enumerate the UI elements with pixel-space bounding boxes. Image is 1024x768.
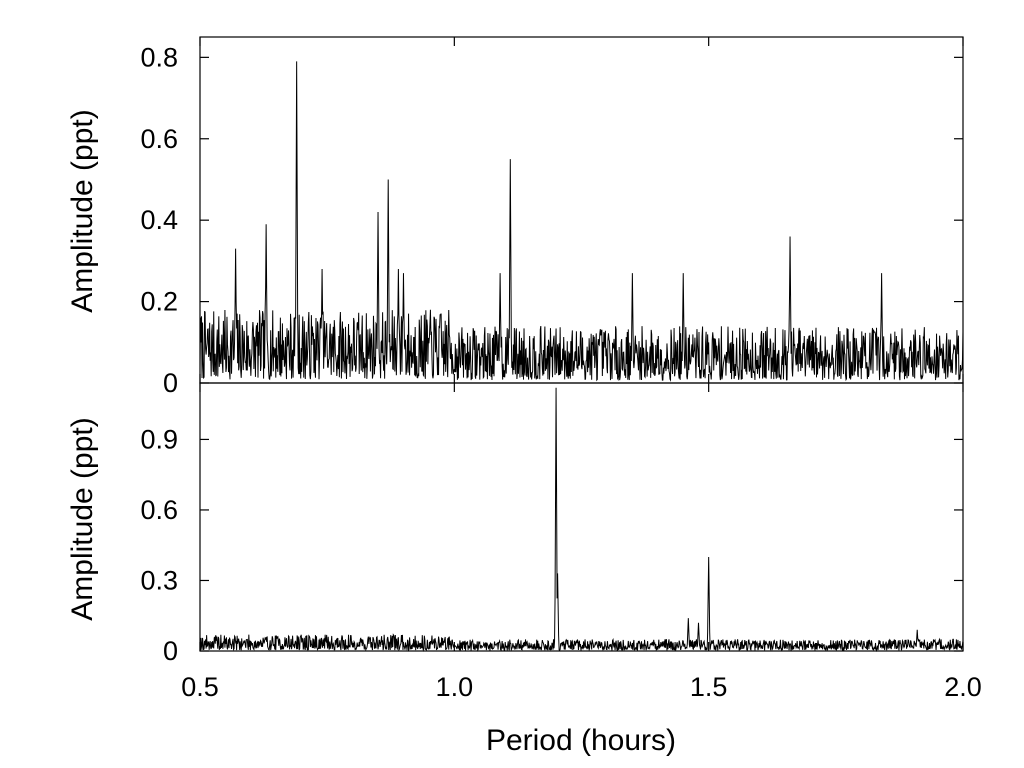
bottom-spectrum-line <box>199 387 964 653</box>
x-tick-label: 1.5 <box>690 672 728 702</box>
top-y-tick-label: 0.6 <box>140 124 178 154</box>
x-tick-label: 0.5 <box>181 672 219 702</box>
bottom-y-tick-label: 0.9 <box>140 424 178 454</box>
top-y-tick-label: 0 <box>163 368 178 398</box>
top-y-tick-label: 0.8 <box>140 42 178 72</box>
top-spectrum-line <box>199 61 964 382</box>
bottom-ticks: 0 0.3 0.6 0.9 0.5 1.0 1.5 2.0 <box>140 383 982 702</box>
bottom-plot-frame <box>199 382 964 652</box>
top-y-tick-label: 0.4 <box>140 205 178 235</box>
top-panel: 0 0.2 0.4 0.6 0.8 Amplitude (ppt) <box>66 36 964 398</box>
x-axis-label: Period (hours) <box>486 724 676 757</box>
bottom-y-tick-label: 0.3 <box>140 565 178 595</box>
x-tick-label: 2.0 <box>944 672 982 702</box>
top-y-axis-label: Amplitude (ppt) <box>66 109 99 312</box>
bottom-y-tick-label: 0.6 <box>140 495 178 525</box>
bottom-y-axis-label: Amplitude (ppt) <box>66 417 99 620</box>
bottom-panel: 0 0.3 0.6 0.9 0.5 1.0 1.5 2.0 Amplitude (ppt) <box>66 382 982 702</box>
top-y-tick-label: 0.2 <box>140 287 178 317</box>
x-tick-label: 1.0 <box>436 672 474 702</box>
bottom-y-tick-label: 0 <box>163 636 178 666</box>
top-ticks: 0 0.2 0.4 0.6 0.8 <box>140 37 964 398</box>
